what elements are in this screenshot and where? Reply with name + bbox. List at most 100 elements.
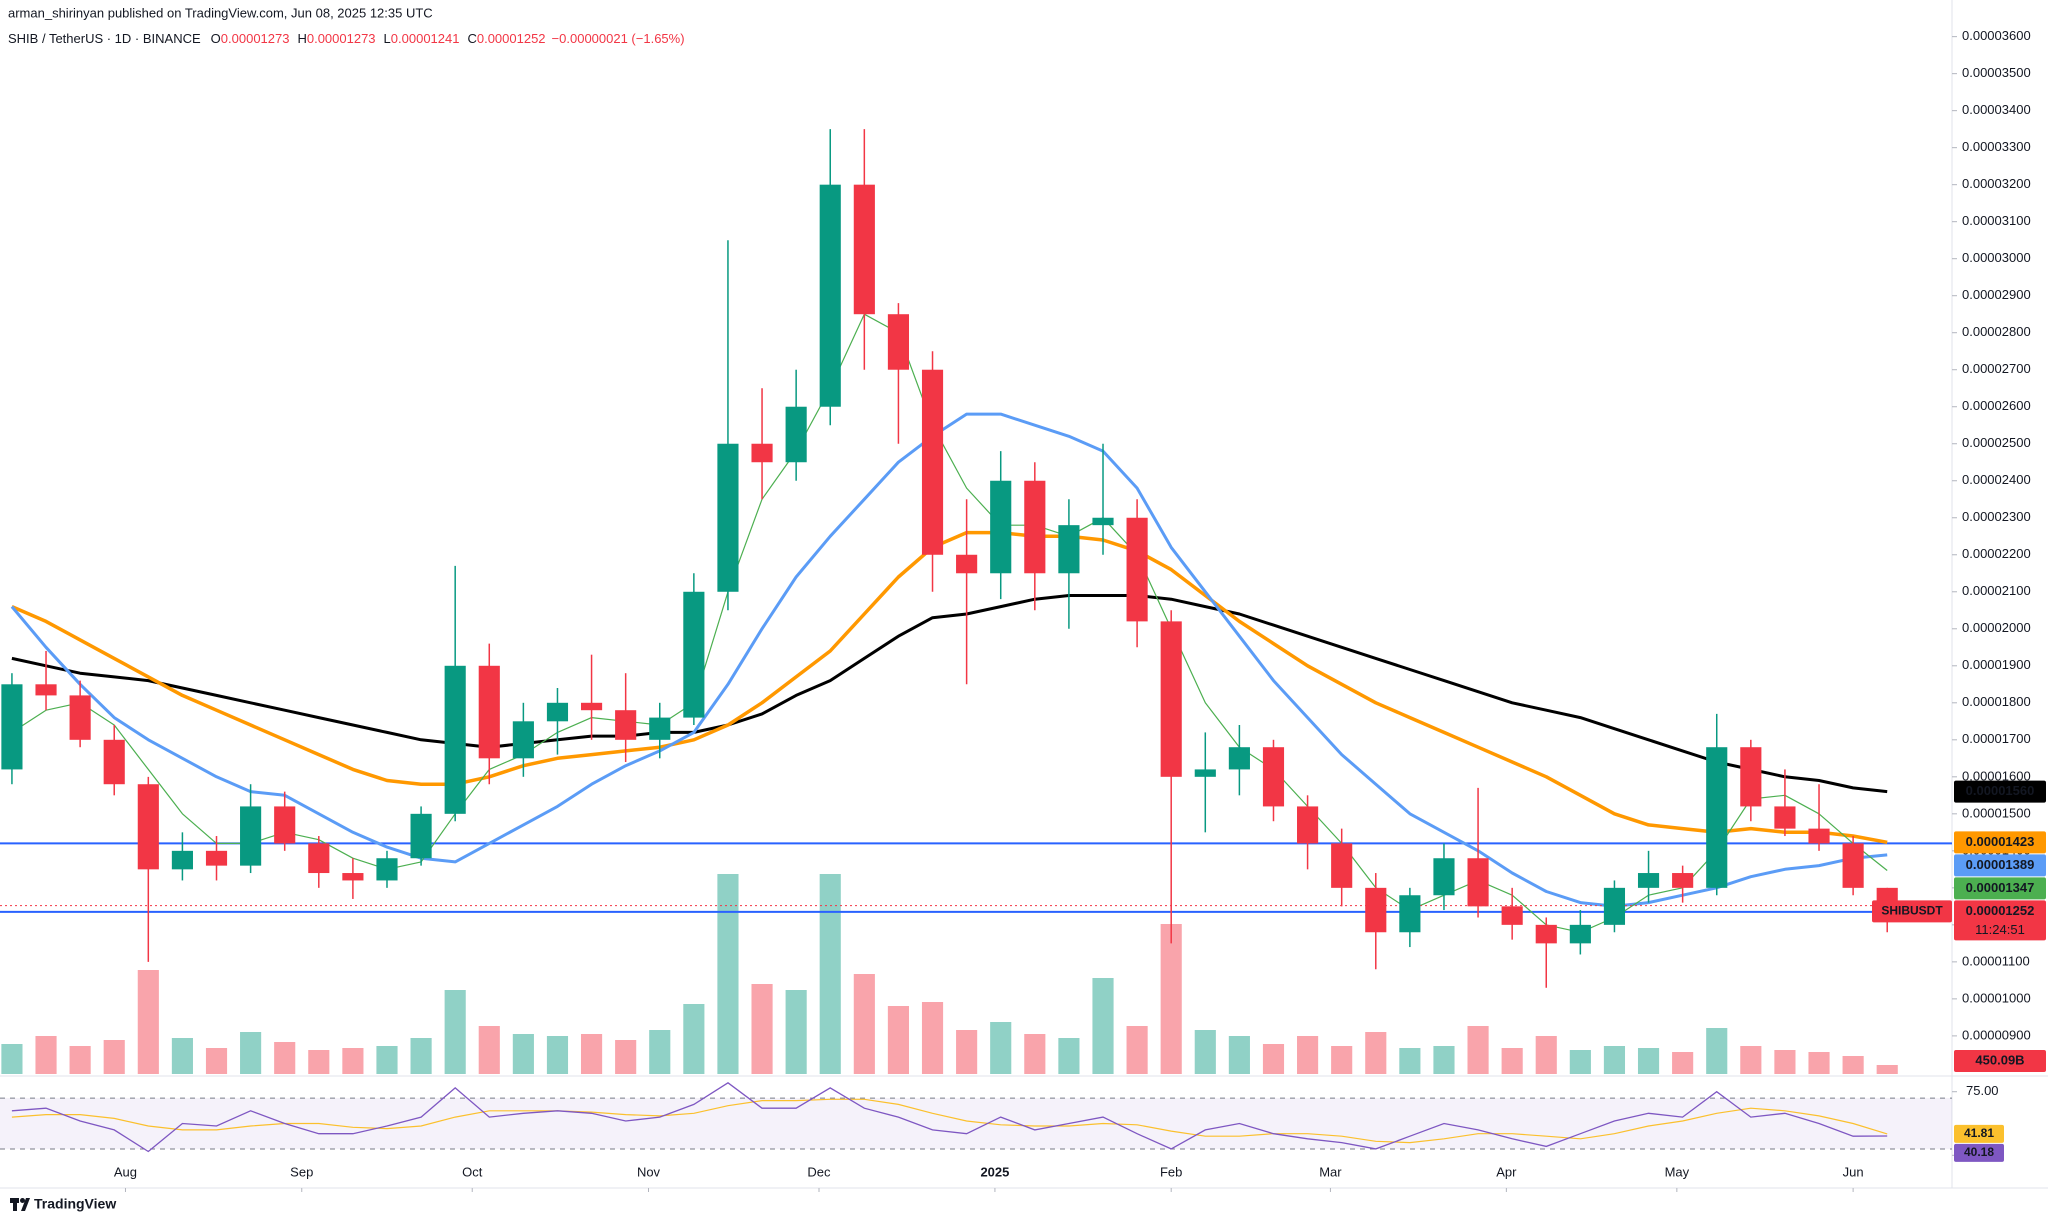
volume-tag-bg [1954,1049,2046,1072]
volume-bar [308,1050,330,1074]
candle-body [1433,858,1455,896]
candle-body [1024,480,1046,574]
y-tick-label: 0.00001500 [1962,805,2031,820]
y-tick-label: 0.00001700 [1962,731,2031,746]
volume-bar [1331,1046,1353,1074]
ma-tag: 0.00001560 [1966,783,2035,798]
candle-body [1672,873,1694,888]
candle-body [512,721,534,759]
candle-body [1569,924,1591,944]
volume-bar [1467,1026,1489,1074]
volume-bar [1740,1046,1762,1074]
candle-body [853,184,875,315]
y-tick-label: 0.00002500 [1962,435,2031,450]
y-tick-label: 0.00001900 [1962,657,2031,672]
candle-body [1706,747,1728,888]
symbol-tag-bg [1872,900,1952,923]
y-tick-label: 0.00001100 [1962,953,2030,968]
candle-body [580,702,603,711]
y-tick-label: 0.00002700 [1962,361,2031,376]
rsi-band [0,1098,1952,1149]
candle-body [1365,887,1387,933]
rsi-ma-line [11,1098,1888,1144]
rsi-tag: 41.81 [1964,1126,1994,1140]
moving-average [11,530,1888,845]
candle-body [785,406,807,463]
x-tick-label: Oct [462,1164,483,1179]
x-tick-label: Feb [1160,1164,1182,1179]
volume-bar [683,1004,705,1074]
legend-change: −0.00000021 (−1.65%) [552,31,685,46]
rsi-line [11,1082,1888,1153]
y-tick-label: 0.00002200 [1962,546,2031,561]
legend-key: C [467,31,476,46]
candle-body [1842,843,1864,888]
candle-body [69,695,91,740]
moving-average [11,594,1888,794]
candle-body [1126,517,1148,622]
volume-bar [1808,1052,1830,1074]
candle-body [35,684,57,696]
volume-bar [103,1040,125,1074]
candle-body [1262,747,1285,807]
volume-bar [1569,1050,1591,1074]
candle-body [1160,621,1182,777]
ma-tag-bg [1954,780,2046,803]
y-tick-label: 0.00001000 [1962,990,2031,1005]
candle-body [103,739,125,785]
candle-body [1467,858,1489,907]
candle-body [921,369,944,555]
candle-body [1637,873,1660,888]
x-tick-label: Jun [1843,1164,1864,1179]
volume-bar [137,970,159,1074]
rsi-tag-bg [1954,1124,2004,1143]
volume-bar [1876,1064,1898,1074]
y-tick-label: 0.00002100 [1962,583,2031,598]
moving-average [10,412,1888,908]
rsi-tag: 40.18 [1964,1145,1994,1159]
y-tick-label: 0.00001600 [1962,768,2031,783]
candle-body [1535,924,1557,944]
rsi-tag-bg [1954,1143,2004,1162]
volume-bar [1535,1036,1557,1074]
x-tick-label: Mar [1319,1164,1342,1179]
y-tick-label: 0.00003600 [1962,28,2031,43]
ma-tag-bg [1954,854,2046,877]
brand-logo: TradingView [10,1196,116,1212]
volume-bar [546,1036,569,1074]
candle-body [376,858,398,881]
candle-body [751,443,773,463]
y-tick-label: 0.00003300 [1962,139,2031,154]
candle-body [1399,895,1421,933]
volume-bar [478,1026,500,1074]
volume-bar [1024,1034,1046,1074]
logo-shape [21,1198,30,1211]
candle-body [171,850,193,870]
x-tick-label: Dec [807,1164,831,1179]
candle-body [1092,517,1114,526]
candle-body [956,554,978,574]
candle-body [990,480,1012,574]
volume-bar [1774,1050,1796,1074]
candle-body [1194,769,1216,777]
x-tick-label: Nov [637,1164,661,1179]
candle-body [1297,806,1319,844]
candle-body [1331,843,1353,888]
volume-bar [785,990,807,1074]
volume-bar [512,1034,534,1074]
y-tick-label: 0.00003400 [1962,102,2031,117]
candle-body [240,806,262,866]
publisher: arman_shirinyan published on TradingView… [8,5,433,20]
volume-bar [717,874,739,1074]
candle-body [137,784,159,870]
candle-body [717,443,739,592]
y-tick-label: 0.00003200 [1962,176,2031,191]
volume-bar [1365,1032,1387,1074]
volume-bar [853,974,875,1074]
volume-bar [205,1048,228,1074]
volume-tag: 450.09B [1975,1052,2024,1067]
candle-body [342,873,364,881]
volume-bar [1194,1030,1216,1074]
legend-key: O [211,31,221,46]
plot-layer [0,129,1952,1153]
